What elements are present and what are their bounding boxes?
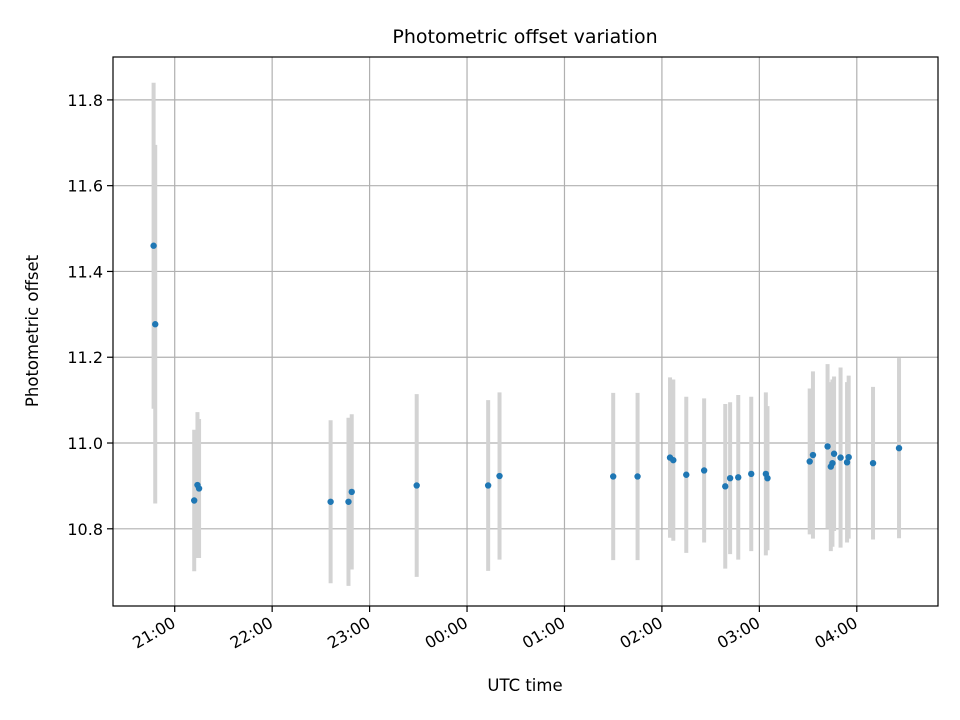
data-point	[195, 485, 203, 492]
data-point	[764, 474, 771, 482]
data-point	[700, 467, 708, 474]
x-axis-label: UTC time	[487, 676, 562, 695]
data-point	[348, 488, 355, 496]
data-point	[496, 472, 503, 480]
data-point	[722, 483, 729, 490]
data-point	[634, 473, 641, 480]
y-tick-label: 11.4	[67, 262, 103, 281]
data-points	[150, 242, 903, 505]
data-point	[748, 470, 755, 478]
data-point	[895, 444, 903, 452]
data-point	[837, 454, 844, 461]
data-point	[152, 321, 159, 328]
data-point	[191, 497, 198, 504]
grid-lines	[113, 57, 938, 606]
data-point	[809, 451, 817, 459]
data-point	[869, 459, 877, 467]
data-point	[413, 482, 420, 489]
chart-title: Photometric offset variation	[392, 26, 657, 48]
data-point	[150, 242, 157, 249]
y-tick-label: 11.2	[67, 348, 103, 367]
data-point	[670, 456, 677, 464]
data-point	[843, 459, 851, 466]
data-point	[345, 498, 352, 505]
plot-frame	[112, 56, 939, 607]
data-point	[845, 453, 852, 461]
data-point	[824, 443, 831, 450]
data-point	[683, 471, 690, 478]
y-tick-label: 11.8	[67, 91, 103, 110]
data-point	[735, 474, 742, 481]
y-tick-label: 10.8	[67, 520, 103, 539]
data-point	[484, 482, 492, 489]
data-point	[829, 459, 836, 467]
data-point	[609, 473, 617, 480]
y-tick-label: 11.0	[67, 434, 103, 453]
data-point	[327, 498, 334, 505]
y-axis-label: Photometric offset	[23, 254, 42, 407]
data-point	[830, 450, 838, 457]
y-tick-label: 11.6	[67, 177, 103, 196]
data-point	[806, 458, 813, 465]
data-point	[726, 474, 734, 482]
